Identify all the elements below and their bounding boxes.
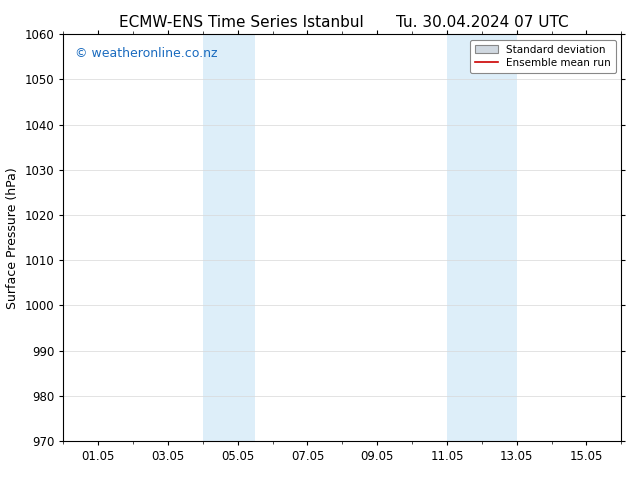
Y-axis label: Surface Pressure (hPa): Surface Pressure (hPa) bbox=[6, 167, 19, 309]
Bar bbox=[447, 34, 517, 441]
Bar bbox=[203, 34, 255, 441]
Text: Tu. 30.04.2024 07 UTC: Tu. 30.04.2024 07 UTC bbox=[396, 15, 568, 30]
Text: ECMW-ENS Time Series Istanbul: ECMW-ENS Time Series Istanbul bbox=[119, 15, 363, 30]
Legend: Standard deviation, Ensemble mean run: Standard deviation, Ensemble mean run bbox=[470, 40, 616, 73]
Text: © weatheronline.co.nz: © weatheronline.co.nz bbox=[75, 47, 217, 59]
